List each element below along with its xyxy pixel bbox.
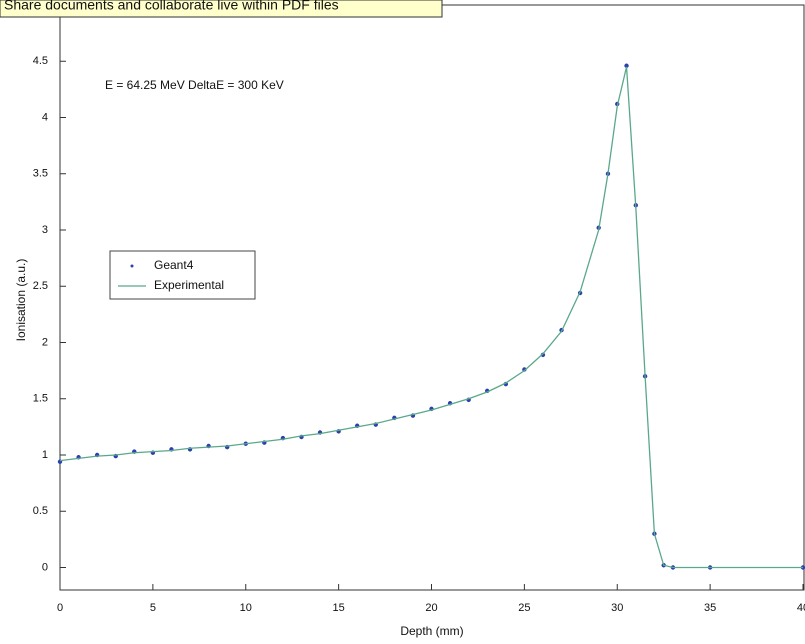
y-tick-label: 1: [42, 449, 48, 461]
x-tick-label: 20: [425, 602, 437, 614]
x-tick-label: 40: [797, 602, 805, 614]
data-point: [624, 63, 629, 68]
y-tick-label: 0.5: [33, 505, 48, 517]
x-tick-label: 0: [57, 602, 63, 614]
y-tick-label: 4.5: [33, 55, 48, 67]
y-tick-label: 4: [42, 111, 48, 123]
banner-box: [0, 0, 443, 18]
data-point: [540, 352, 546, 358]
x-axis-label: Depth (mm): [400, 624, 463, 638]
y-tick-label: 3: [42, 224, 48, 236]
annotation: E = 64.25 MeV DeltaE = 300 KeV: [105, 78, 284, 92]
legend-marker: [130, 264, 134, 268]
x-tick-label: 15: [333, 602, 345, 614]
y-tick-label: 3.5: [33, 168, 48, 180]
y-tick-label: 2.5: [33, 280, 48, 292]
legend-label: Geant4: [154, 258, 194, 272]
y-tick-label: 0: [42, 561, 48, 573]
legend-label: Experimental: [154, 278, 224, 292]
data-line: [59, 66, 803, 569]
legend-box: [109, 250, 256, 300]
x-tick-label: 10: [240, 602, 252, 614]
banner: Share documents and collaborate live wit…: [4, 0, 339, 13]
x-tick-label: 5: [150, 602, 156, 614]
y-tick-label: 1.5: [33, 393, 48, 405]
y-tick-label: 2: [42, 336, 48, 348]
x-tick-label: 30: [611, 602, 623, 614]
x-tick-label: 35: [704, 602, 716, 614]
y-axis-label: Ionisation (a.u.): [14, 259, 28, 342]
x-tick-label: 25: [518, 602, 530, 614]
